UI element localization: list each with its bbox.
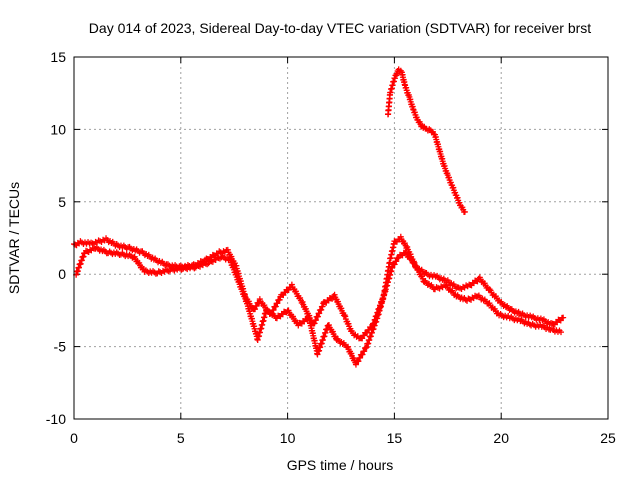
plot-frame: [73, 56, 609, 420]
grid-lines: [74, 57, 608, 419]
x-tick-label: 0: [70, 430, 78, 446]
data-point: [108, 239, 115, 246]
data-point: [272, 303, 279, 310]
data-point: [560, 314, 567, 321]
y-tick-label: 0: [58, 266, 66, 282]
x-tick-label: 15: [387, 430, 403, 446]
x-tick-label: 10: [280, 430, 296, 446]
data-point: [318, 306, 325, 313]
data-point: [274, 300, 281, 307]
data-point: [352, 361, 359, 368]
x-tick-label: 20: [493, 430, 509, 446]
data-point: [276, 296, 283, 303]
data-point: [389, 264, 396, 271]
y-tick-label: 10: [50, 121, 66, 137]
series-track-1: [71, 233, 567, 342]
data-point: [319, 303, 326, 310]
data-point: [393, 258, 400, 265]
data-point: [252, 306, 259, 313]
y-tick-label: 15: [50, 49, 66, 65]
series-track-2: [73, 244, 565, 368]
data-point: [316, 310, 323, 317]
data-point: [362, 344, 369, 351]
x-tick-label: 5: [177, 430, 185, 446]
data-point: [486, 286, 493, 293]
data-point: [357, 354, 364, 361]
data-point: [461, 208, 468, 215]
data-point: [558, 329, 565, 336]
data-point: [359, 351, 366, 358]
data-points: [71, 66, 567, 368]
data-point: [150, 256, 157, 263]
data-point: [151, 269, 158, 276]
data-point: [465, 295, 472, 302]
y-tick-label: 5: [58, 194, 66, 210]
data-point: [355, 358, 362, 365]
y-tick-label: -5: [54, 339, 67, 355]
chart-title: Day 014 of 2023, Sidereal Day-to-day VTE…: [89, 20, 591, 36]
data-point: [394, 255, 401, 262]
data-point: [312, 317, 319, 324]
data-point: [314, 313, 321, 320]
data-point: [361, 348, 368, 355]
y-tick-label: -10: [46, 411, 66, 427]
x-tick-label: 25: [600, 430, 616, 446]
data-point: [391, 261, 398, 268]
series-track-3: [384, 66, 468, 215]
x-axis-label: GPS time / hours: [287, 457, 394, 473]
data-point: [83, 247, 90, 254]
data-point: [253, 302, 260, 309]
y-axis-label: SDTVAR / TECUs: [6, 182, 22, 294]
